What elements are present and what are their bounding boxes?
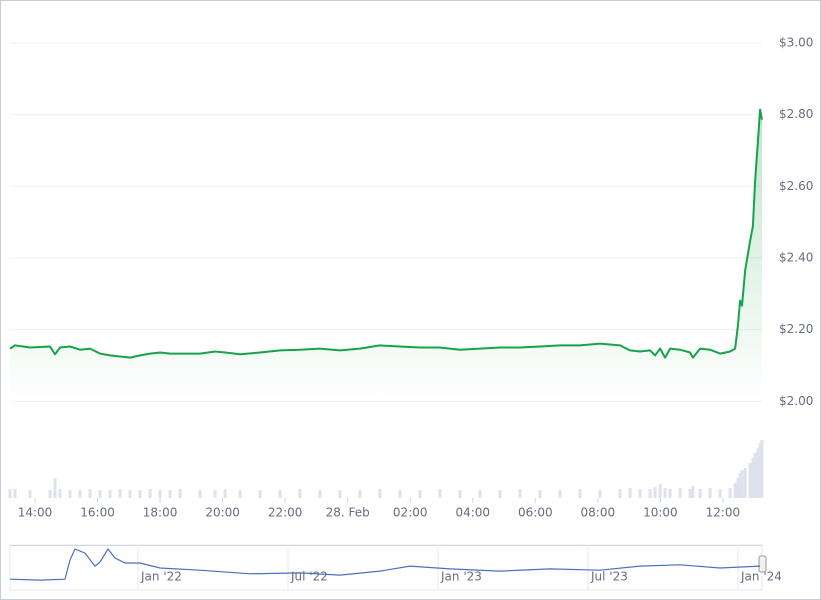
volume-bar — [598, 490, 602, 498]
volume-bar — [358, 490, 362, 498]
volume-bar — [518, 489, 522, 498]
volume-bar — [128, 490, 132, 498]
volume-bar — [638, 489, 642, 498]
volume-bar — [398, 490, 402, 498]
x-tick-label: 02:00 — [393, 506, 428, 520]
volume-bar — [418, 490, 422, 498]
volume-bar — [751, 458, 755, 498]
price-area — [10, 109, 762, 402]
volume-bar — [258, 490, 262, 498]
volume-bar — [658, 484, 662, 498]
volume-bar — [653, 487, 657, 498]
volume-bar — [78, 490, 82, 498]
volume-bar — [628, 488, 632, 498]
volume-bar — [198, 490, 202, 498]
volume-bar — [648, 489, 652, 498]
volume-bar — [743, 468, 747, 498]
volume-bar — [278, 490, 282, 498]
navigator-tick-label: Jul '23 — [590, 570, 628, 584]
y-tick-label: $3.00 — [779, 35, 813, 49]
volume-bar — [58, 489, 62, 498]
x-tick-label: 16:00 — [80, 506, 115, 520]
volume-bar — [688, 489, 692, 498]
x-tick-label: 20:00 — [205, 506, 240, 520]
x-tick-label: 22:00 — [268, 506, 303, 520]
volume-bar — [98, 490, 102, 498]
navigator-frame — [9, 544, 763, 591]
volume-bar — [48, 490, 52, 498]
volume-bar — [8, 489, 12, 498]
navigator-tick-label: Jan '23 — [440, 570, 482, 584]
volume-bar — [708, 488, 712, 498]
volume-bar — [68, 490, 72, 498]
volume-bar — [88, 489, 92, 498]
navigator-handle[interactable] — [758, 555, 767, 573]
volume-bar — [478, 490, 482, 498]
y-tick-label: $2.40 — [779, 250, 813, 264]
volume-bar — [740, 470, 744, 498]
x-tick-label: 04:00 — [455, 506, 490, 520]
navigator: Jan '22 Jul '22 Jan '23 Jul '23 Jan '24 — [9, 544, 782, 591]
volume-bar — [756, 448, 760, 498]
volume-bar — [148, 489, 152, 498]
volume-bar — [158, 490, 162, 498]
volume-bar — [736, 478, 740, 498]
navigator-tick-label: Jan '24 — [740, 570, 782, 584]
volume-bar — [618, 489, 622, 498]
volume-bar — [53, 478, 57, 498]
volume-bar — [738, 473, 742, 498]
y-tick-label: $2.00 — [779, 394, 813, 408]
volume-bar — [138, 490, 142, 498]
volume-bar — [668, 489, 672, 498]
price-line — [9, 108, 763, 359]
x-tick-label: 14:00 — [18, 506, 53, 520]
x-tick-label: 18:00 — [143, 506, 178, 520]
navigator-tick-label: Jan '22 — [140, 570, 182, 584]
volume-bar — [108, 490, 112, 498]
price-chart: $2.00 $2.20 $2.40 $2.60 $2.80 $3.00 14:00 16:00… — [8, 35, 813, 520]
volume-bar — [438, 489, 442, 498]
volume-bar — [748, 463, 752, 498]
volume-bar — [578, 489, 582, 498]
volume-bar — [678, 488, 682, 498]
y-tick-label: $2.20 — [779, 322, 813, 336]
volume-bar — [498, 490, 502, 498]
volume-bar — [223, 489, 227, 498]
volume-bar — [758, 443, 762, 498]
volume-bar — [760, 440, 764, 498]
volume-bar — [213, 490, 217, 498]
volume-bar — [238, 490, 242, 498]
navigator-line — [9, 547, 761, 581]
volume-bar — [298, 489, 302, 498]
x-tick-label: 12:00 — [706, 506, 741, 520]
volume-bar — [663, 488, 667, 498]
volume-bar — [28, 490, 32, 498]
volume-bar — [338, 490, 342, 498]
volume-bar — [728, 488, 732, 498]
volume-bar — [558, 490, 562, 498]
volume-bar — [718, 489, 722, 498]
volume-bar — [538, 490, 542, 498]
volume-bar — [458, 490, 462, 498]
x-tick-label: 06:00 — [518, 506, 553, 520]
volume-bar — [118, 489, 122, 498]
x-tick-label: 08:00 — [581, 506, 616, 520]
y-tick-label: $2.80 — [779, 107, 813, 121]
volume-bar — [318, 490, 322, 498]
volume-bar — [698, 489, 702, 498]
volume-bar — [378, 489, 382, 498]
x-tick-label: 10:00 — [643, 506, 678, 520]
volume-bar — [733, 483, 737, 498]
volume-bar — [178, 489, 182, 498]
volume-bar — [753, 453, 757, 498]
volume-bar — [168, 490, 172, 498]
volume-bar — [13, 489, 17, 498]
y-tick-label: $2.60 — [779, 179, 813, 193]
volume-bar — [691, 486, 695, 498]
x-tick-label: 28. Feb — [326, 506, 370, 520]
navigator-tick-label: Jul '22 — [290, 570, 328, 584]
